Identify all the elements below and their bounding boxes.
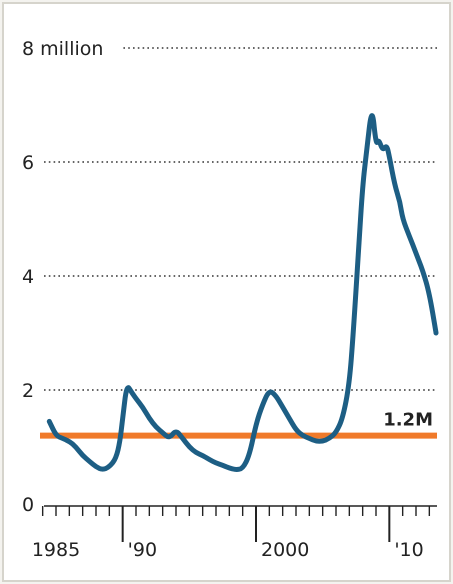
y-tick-label: 2 [22,380,34,402]
series-group [46,113,439,472]
x-tick-labels: 1985 '90 2000 '10 [32,539,424,561]
y-tick-label: 8 million [22,38,103,60]
reference-line-group: 1.2M [40,410,437,439]
x-tick-label: '90 [128,539,157,561]
y-tick-label: 6 [22,152,34,174]
x-tick-label: '10 [394,539,423,561]
reference-line-label: 1.2M [383,410,433,431]
gridlines [44,47,437,391]
x-tick-label: 2000 [261,539,309,561]
y-tick-label: 0 [22,494,34,516]
x-tick-label: 1985 [32,539,80,561]
x-axis [41,505,437,542]
y-tick-label: 4 [22,266,34,288]
y-tick-labels: 0 2 4 6 8 million [22,38,103,516]
series-line [46,113,439,472]
